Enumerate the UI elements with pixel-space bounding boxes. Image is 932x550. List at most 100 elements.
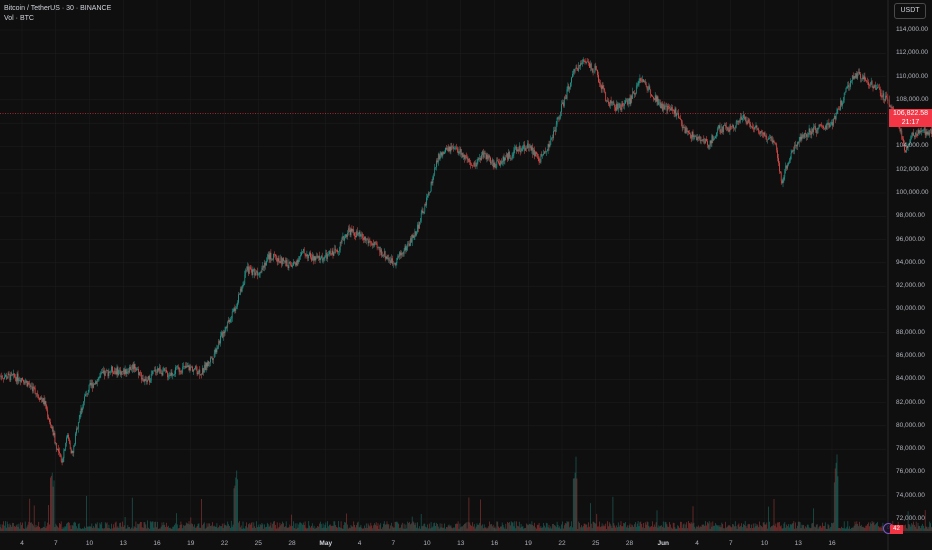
volume-bar xyxy=(439,523,441,531)
volume-bar xyxy=(154,521,156,531)
volume-bar xyxy=(388,524,390,531)
candle-body xyxy=(609,100,611,107)
volume-bar xyxy=(688,521,689,531)
candle-body xyxy=(491,162,492,164)
volume-bar xyxy=(809,528,811,531)
candle-body xyxy=(324,256,326,258)
volume-bar xyxy=(319,523,320,531)
candle-body xyxy=(447,148,449,152)
volume-bar xyxy=(802,525,804,531)
candle-body xyxy=(649,86,651,90)
volume-bar xyxy=(147,520,148,531)
volume-bar xyxy=(832,523,833,531)
candle-body xyxy=(268,254,270,260)
candle-body xyxy=(349,229,351,236)
candle-body xyxy=(214,349,216,354)
candle-body xyxy=(739,120,741,122)
volume-bar xyxy=(343,525,345,531)
volume-bar xyxy=(50,475,52,531)
volume-bar xyxy=(14,526,16,531)
volume-indicator-title[interactable]: Vol · BTC xyxy=(4,15,34,22)
volume-bar xyxy=(748,523,750,531)
volume-bar xyxy=(155,521,157,531)
candle-body xyxy=(770,136,771,139)
candle-body xyxy=(584,61,586,62)
volume-bar xyxy=(770,527,771,531)
volume-bar xyxy=(910,526,912,531)
volume-bar xyxy=(63,528,65,531)
volume-bar xyxy=(164,524,166,531)
candle-body xyxy=(395,262,397,265)
volume-bar xyxy=(238,522,239,531)
volume-bar xyxy=(861,526,863,531)
candle-body xyxy=(40,397,41,400)
candle-body xyxy=(215,349,217,353)
candle-body xyxy=(57,448,58,450)
candle-body xyxy=(523,144,525,147)
candle-body xyxy=(194,368,195,370)
volume-bar xyxy=(860,525,861,531)
candle-body xyxy=(538,157,540,163)
candle-body xyxy=(79,414,81,419)
candle-body xyxy=(641,80,643,82)
volume-bar xyxy=(141,527,143,531)
volume-bar xyxy=(744,521,746,531)
volume-bar xyxy=(735,526,737,531)
volume-bar xyxy=(510,521,512,531)
candle-body xyxy=(414,231,416,236)
candle-body xyxy=(846,86,848,89)
candle-body xyxy=(125,369,127,374)
volume-bar xyxy=(721,522,723,531)
volume-bar xyxy=(293,521,294,531)
candle-body xyxy=(732,125,733,127)
volume-bar xyxy=(313,525,315,531)
volume-bar xyxy=(928,526,930,531)
candle-body xyxy=(872,87,874,88)
candle-body xyxy=(259,271,261,275)
volume-bar xyxy=(230,520,232,531)
volume-bar xyxy=(414,524,416,531)
candle-body xyxy=(109,372,111,373)
candle-body xyxy=(901,130,903,139)
candle-body xyxy=(409,243,410,246)
candle-body xyxy=(840,100,841,110)
volume-bar xyxy=(746,528,748,531)
currency-button[interactable]: USDT xyxy=(894,3,926,19)
volume-bar xyxy=(486,528,488,531)
volume-bar xyxy=(435,526,436,531)
candle-body xyxy=(444,152,445,154)
candle-body xyxy=(400,252,401,256)
candle-body xyxy=(549,144,551,147)
volume-bar xyxy=(189,524,191,531)
candle-body xyxy=(90,382,92,386)
candle-body xyxy=(169,375,171,376)
candle-body xyxy=(759,132,760,134)
volume-bar xyxy=(545,527,546,531)
candle-body xyxy=(311,254,313,261)
candle-body xyxy=(12,374,13,376)
candle-body xyxy=(534,149,535,157)
volume-bar xyxy=(602,526,604,531)
volume-bar xyxy=(99,522,101,531)
candle-body xyxy=(676,113,678,117)
volume-bar xyxy=(917,522,919,531)
candle-body xyxy=(670,108,671,111)
candle-body xyxy=(507,153,508,160)
candle-body xyxy=(678,112,679,119)
candle-body xyxy=(295,262,297,266)
candle-body xyxy=(236,306,238,309)
price-tick-label: 94,000.00 xyxy=(896,258,925,266)
candle-body xyxy=(44,401,46,405)
candle-body xyxy=(583,59,585,62)
candle-body xyxy=(352,229,354,232)
candle-body xyxy=(298,259,300,263)
candle-body xyxy=(266,260,267,266)
volume-bar xyxy=(682,524,684,531)
volume-bar xyxy=(450,525,452,531)
volume-bar xyxy=(117,526,119,531)
symbol-title[interactable]: Bitcoin / TetherUS · 30 · BINANCE xyxy=(4,5,112,12)
candle-body xyxy=(146,380,148,382)
candle-body xyxy=(492,159,494,168)
candle-body xyxy=(515,146,517,148)
